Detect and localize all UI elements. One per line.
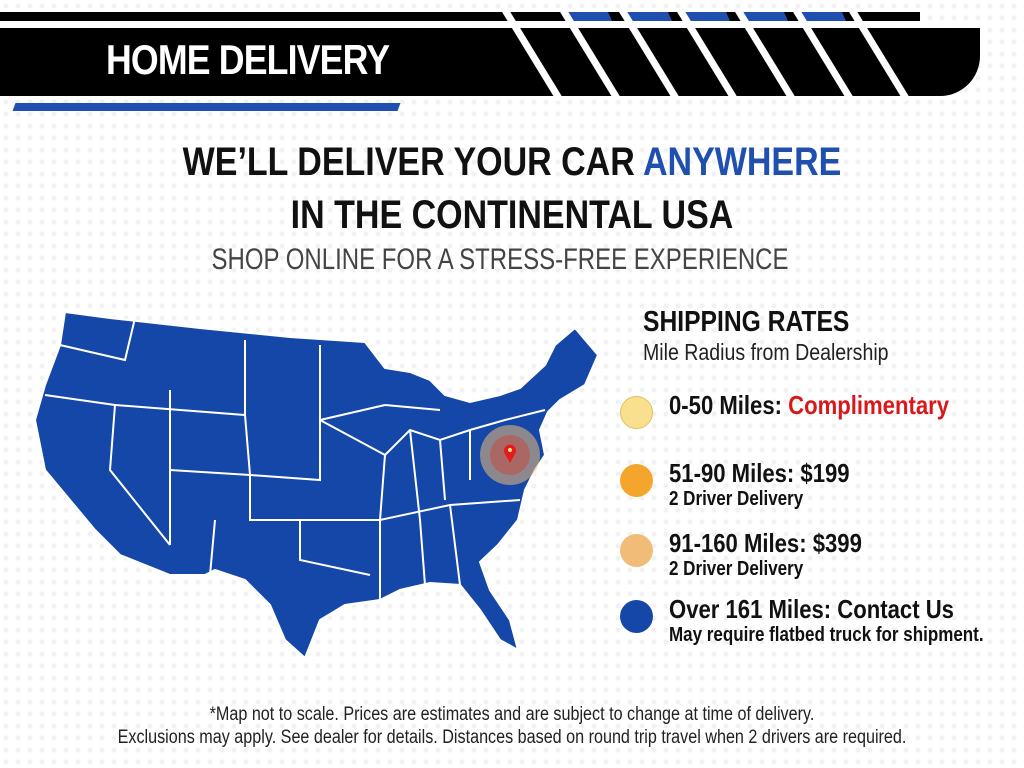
rates-title: SHIPPING RATES: [643, 306, 850, 338]
rate-label: Over 161 Miles: Contact Us: [669, 594, 954, 624]
yellow-dot-icon: [620, 396, 653, 429]
rates-subtitle: Mile Radius from Dealership: [643, 339, 889, 365]
usa-shape: [33, 310, 600, 660]
headline-line-1: WE’LL DELIVER YOUR CAR ANYWHERE: [77, 140, 947, 185]
rate-note: May require flatbed truck for shipment.: [669, 624, 984, 646]
usa-map: [33, 310, 600, 660]
headline-line-2: IN THE CONTINENTAL USA: [290, 193, 734, 237]
shipping-rates-header: SHIPPING RATES Mile Radius from Dealersh…: [643, 306, 932, 366]
subtitle: SHOP ONLINE FOR A STRESS-FREE EXPERIENCE: [211, 243, 789, 276]
blue-dot-icon: [620, 600, 653, 633]
headline-text: WE’LL DELIVER YOUR CAR: [182, 140, 643, 184]
header-top-stripe: [0, 12, 920, 21]
footer-disclaimer-1: *Map not to scale. Prices are estimates …: [209, 704, 815, 725]
orange-dot-icon: [620, 464, 653, 497]
header-blue-underline: [12, 103, 401, 111]
rate-label: 0-50 Miles:: [669, 390, 789, 420]
rate-label: 91-160 Miles: $399: [669, 528, 862, 558]
headline-highlight: ANYWHERE: [642, 140, 842, 184]
peach-dot-icon: [620, 534, 653, 567]
footer-disclaimer-2: Exclusions may apply. See dealer for det…: [117, 727, 907, 748]
rate-note: 2 Driver Delivery: [669, 488, 804, 510]
header-diagonal-stripes: [502, 8, 910, 102]
rate-note: 2 Driver Delivery: [669, 558, 804, 580]
page-title: HOME DELIVERY: [106, 36, 390, 83]
rate-value: Complimentary: [788, 390, 950, 420]
rate-label: 51-90 Miles: $199: [669, 458, 850, 488]
map-pin-icon: [504, 444, 516, 463]
